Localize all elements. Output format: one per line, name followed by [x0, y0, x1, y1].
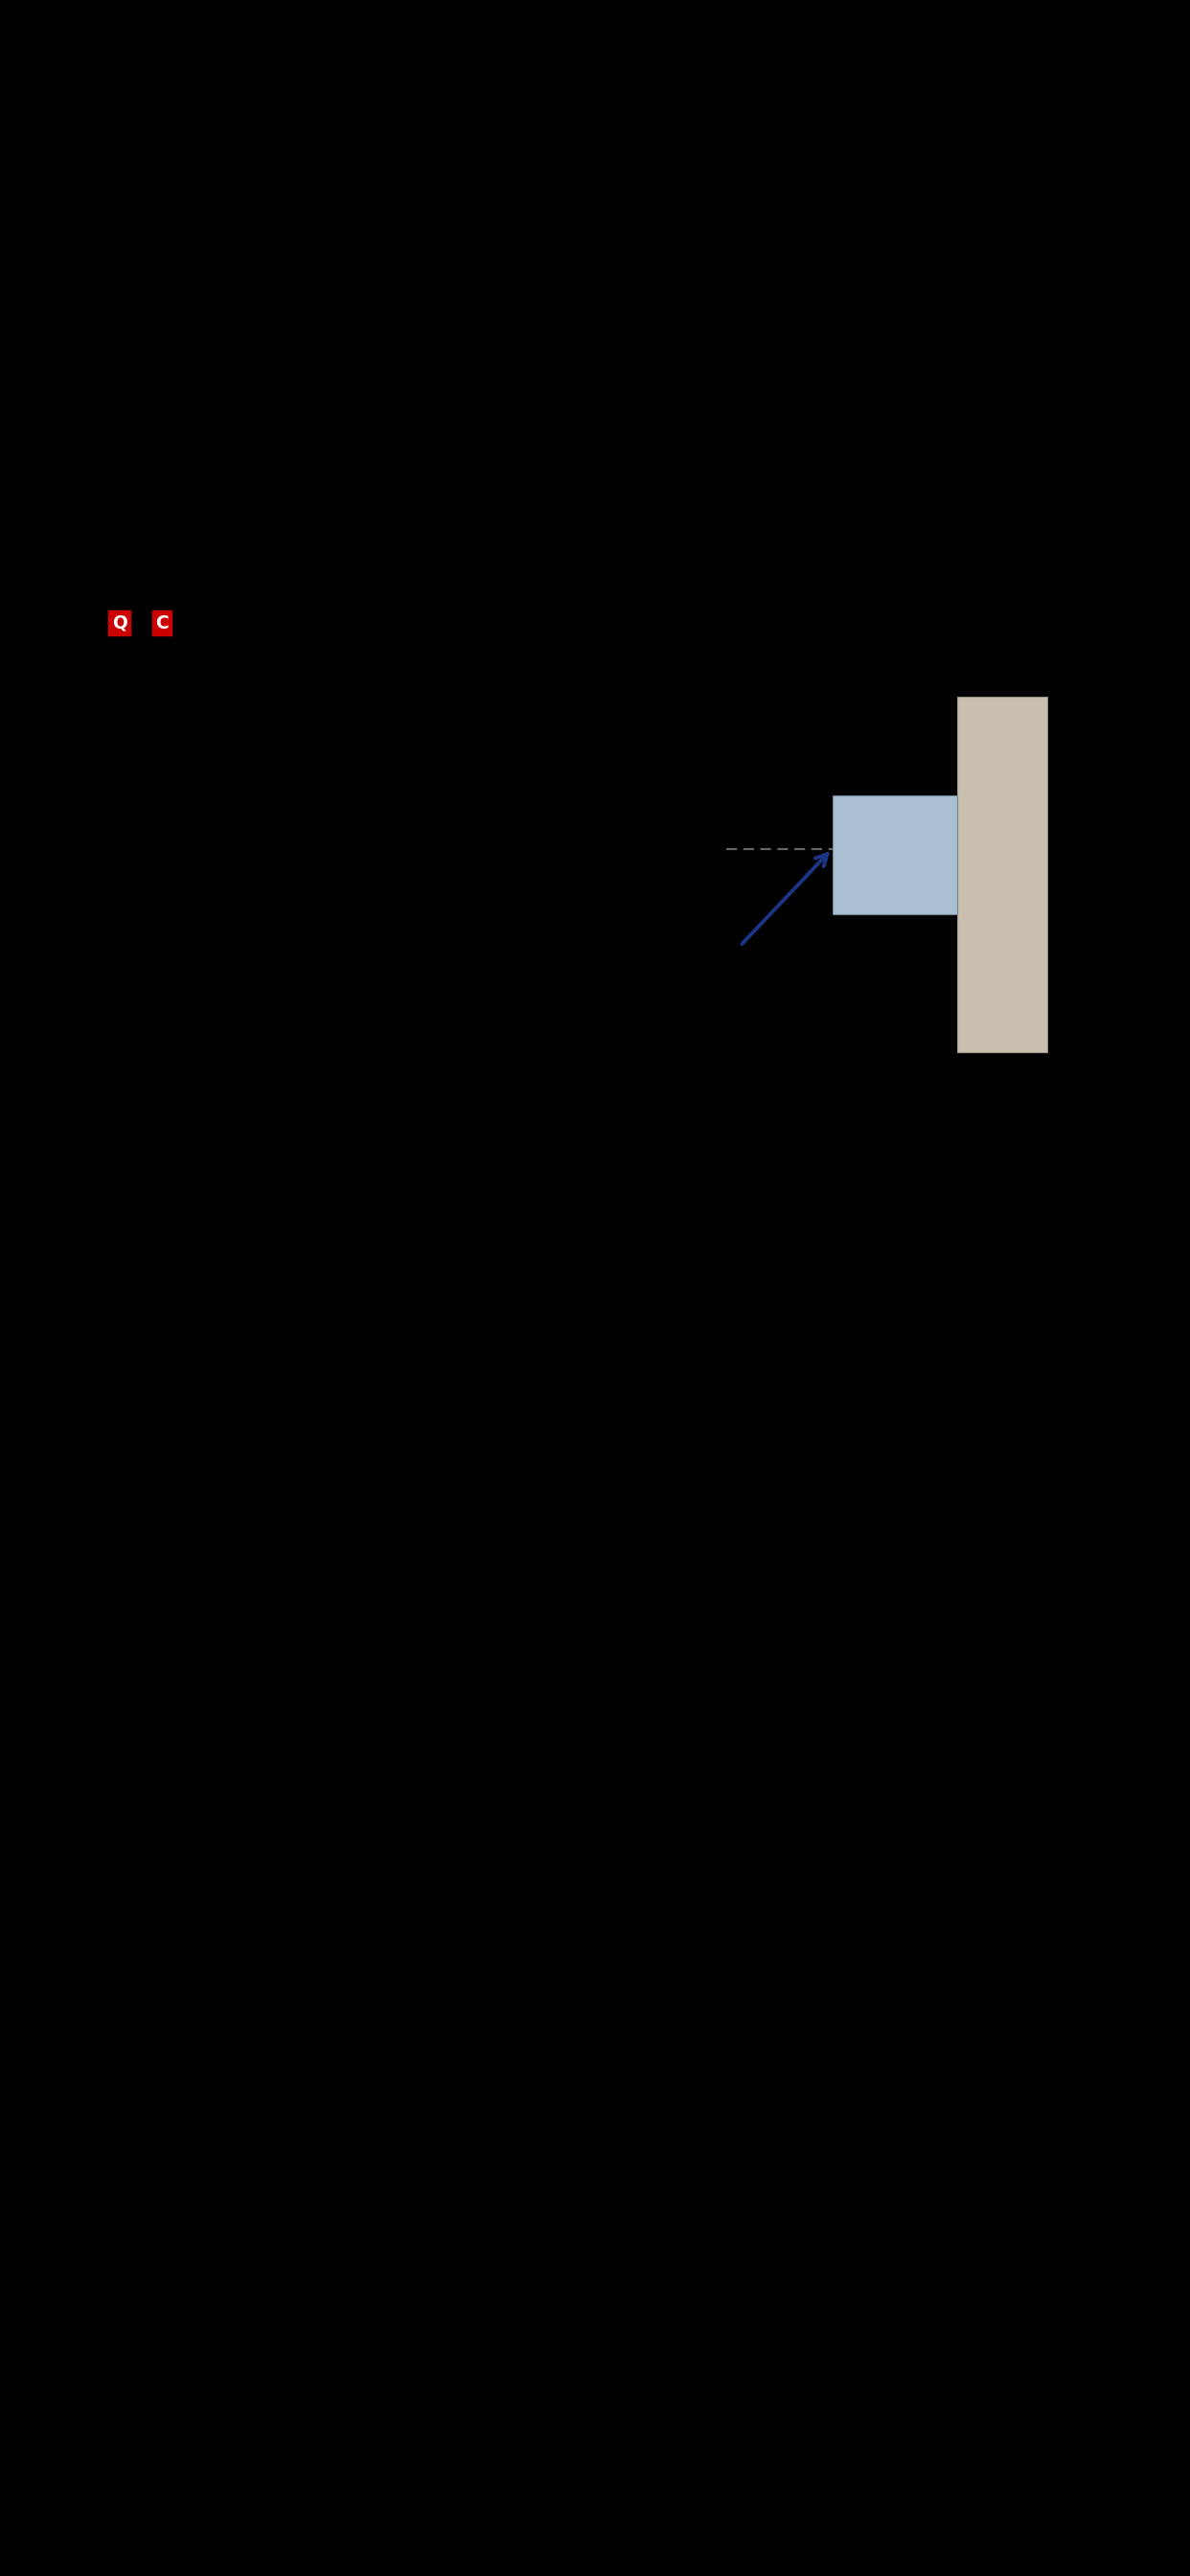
Text: is smaller.  (c) Repeat parts (a) and (b),: is smaller. (c) Repeat parts (a) and (b)… — [56, 979, 462, 999]
Bar — [958, 696, 1047, 1054]
Text: 12.: 12. — [56, 616, 93, 634]
Text: as shown in Figure P5.12.  The coeffi-: as shown in Figure P5.12. The coeffi- — [56, 696, 441, 716]
Text: and the wall is 0.250.  (a) Determine the: and the wall is 0.250. (a) Determine the — [56, 778, 476, 796]
Text: that allow the block to remain station-: that allow the block to remain station- — [56, 858, 451, 878]
Text: cient of static friction between the block: cient of static friction between the blo… — [56, 737, 472, 755]
Text: ary.  (b) Describe what happens if $|\vec{P}|$: ary. (b) Describe what happens if $|\vec… — [56, 899, 439, 930]
Text: $\vec{P}$: $\vec{P}$ — [745, 969, 758, 994]
Text: $\theta = 13.0°$ with the horizontal.: $\theta = 13.0°$ with the horizontal. — [56, 1061, 356, 1079]
Text: assuming the force makes an angle of: assuming the force makes an angle of — [56, 1020, 451, 1041]
Text: C: C — [156, 613, 169, 631]
Bar — [832, 796, 958, 914]
Text: has a larger value and what happens if it: has a larger value and what happens if i… — [56, 940, 480, 958]
Text: A block of mass 3.00 kg is pushed up against a wall by a: A block of mass 3.00 kg is pushed up aga… — [198, 616, 783, 634]
Text: Figure P5.12: Figure P5.12 — [770, 1092, 913, 1110]
Text: $\theta$: $\theta$ — [782, 866, 796, 884]
Text: force $\vec{P}$ that makes an angle of $\theta = 50.0°$ with the horizontal: force $\vec{P}$ that makes an angle of $… — [56, 654, 672, 685]
Text: possible values for the magnitude of $\vec{P}$: possible values for the magnitude of $\v… — [56, 817, 455, 848]
Text: Q: Q — [112, 613, 127, 631]
